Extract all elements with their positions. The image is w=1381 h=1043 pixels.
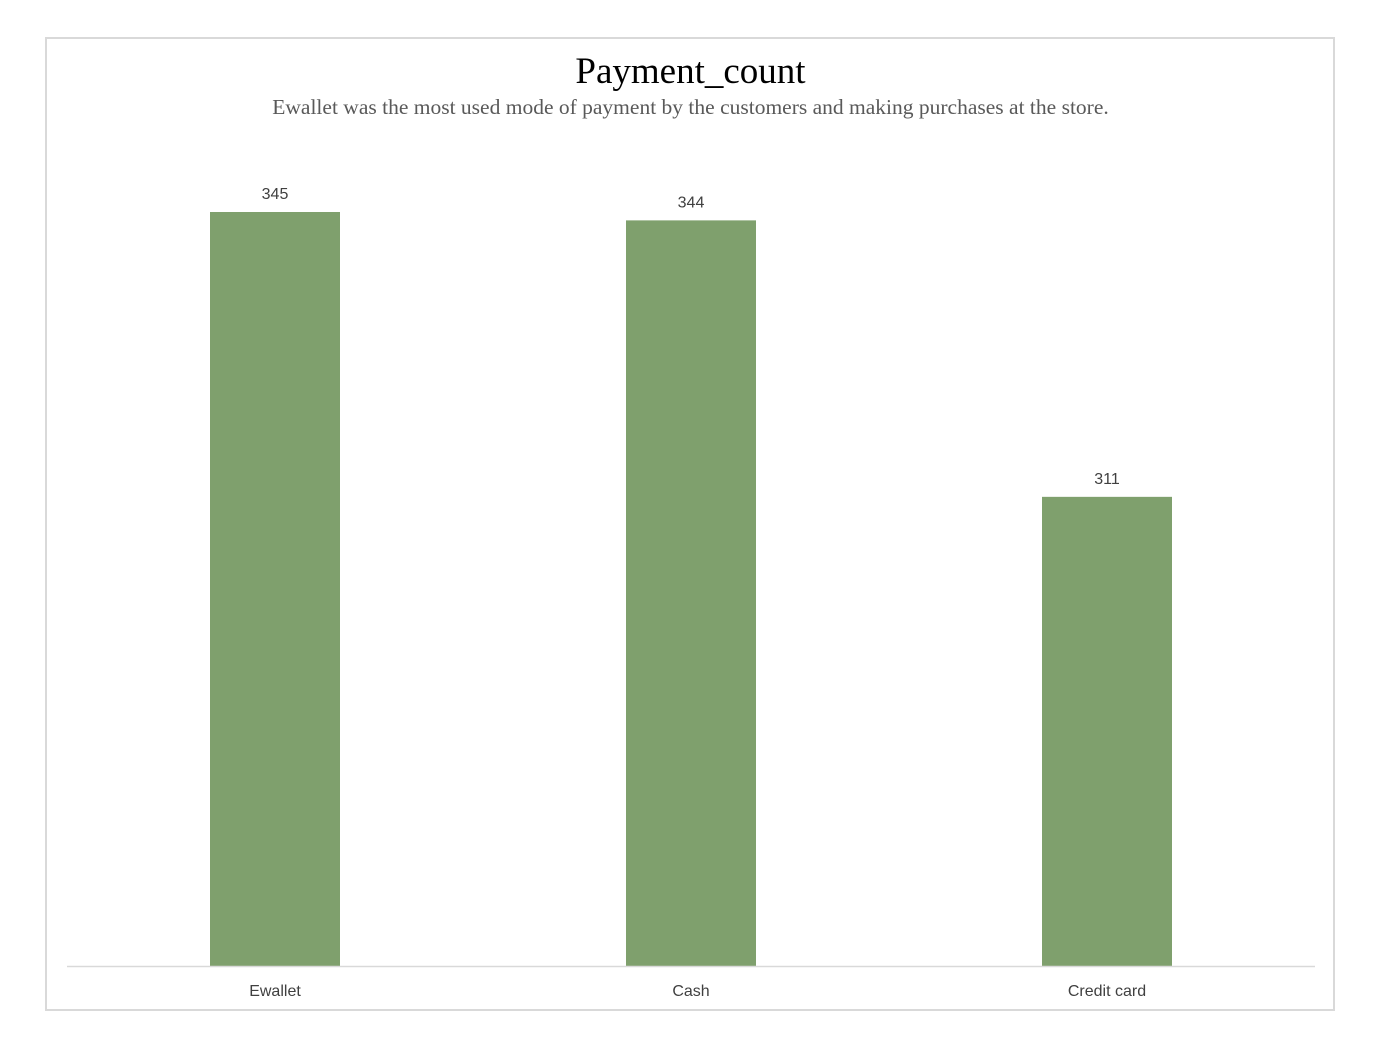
- bar-ewallet: [210, 212, 340, 966]
- data-label: 344: [678, 194, 705, 211]
- x-tick-label: Cash: [672, 983, 709, 1000]
- data-label: 345: [262, 186, 289, 203]
- chart-subtitle: Ewallet was the most used mode of paymen…: [272, 95, 1109, 119]
- x-tick-label: Ewallet: [249, 983, 301, 1000]
- chart-title: Payment_count: [575, 51, 806, 92]
- x-tick-label: Credit card: [1068, 983, 1146, 1000]
- bar-credit-card: [1042, 496, 1172, 966]
- data-label: 311: [1094, 471, 1120, 488]
- bar-cash: [626, 220, 756, 966]
